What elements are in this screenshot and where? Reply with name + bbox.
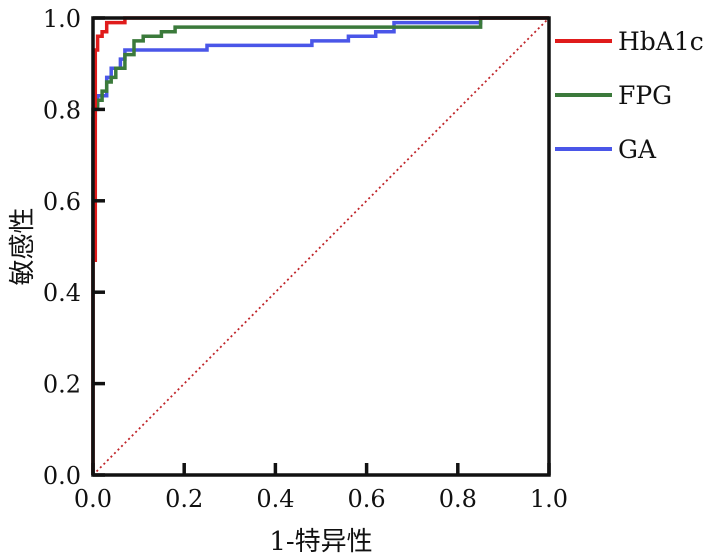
reference-diagonal-line — [92, 17, 550, 476]
x-axis-title: 1-特异性 — [269, 527, 372, 557]
x-tick-label: 0.8 — [439, 485, 477, 513]
y-tick-label: 0.4 — [43, 279, 81, 307]
plot-content — [91, 16, 550, 476]
y-tick-label: 0.6 — [43, 188, 81, 216]
legend-label-fpg: FPG — [618, 81, 672, 110]
legend: HbA1c FPG GA — [555, 27, 704, 164]
legend-label-hba1c: HbA1c — [618, 27, 704, 56]
y-tick-label: 0.8 — [43, 96, 81, 124]
axis-ticks — [91, 16, 551, 477]
x-tick-label: 0.0 — [74, 485, 112, 513]
series-line-fpg — [91, 16, 549, 475]
y-axis-title: 敏感性 — [8, 207, 38, 285]
legend-label-ga: GA — [618, 135, 657, 164]
axis-tick-labels: 0.0 0.2 0.4 0.6 0.8 1.0 0.0 0.2 0.4 0.6 0.8 1.0 — [43, 5, 568, 513]
y-tick-label: 1.0 — [43, 5, 81, 33]
x-tick-label: 0.4 — [256, 485, 294, 513]
x-tick-label: 0.6 — [348, 485, 386, 513]
series-line-hba1c — [91, 16, 549, 475]
x-tick-label: 1.0 — [530, 485, 568, 513]
y-tick-label: 0.0 — [43, 462, 81, 490]
x-tick-label: 0.2 — [165, 485, 203, 513]
plot-frame — [91, 16, 551, 477]
y-tick-label: 0.2 — [43, 371, 81, 399]
